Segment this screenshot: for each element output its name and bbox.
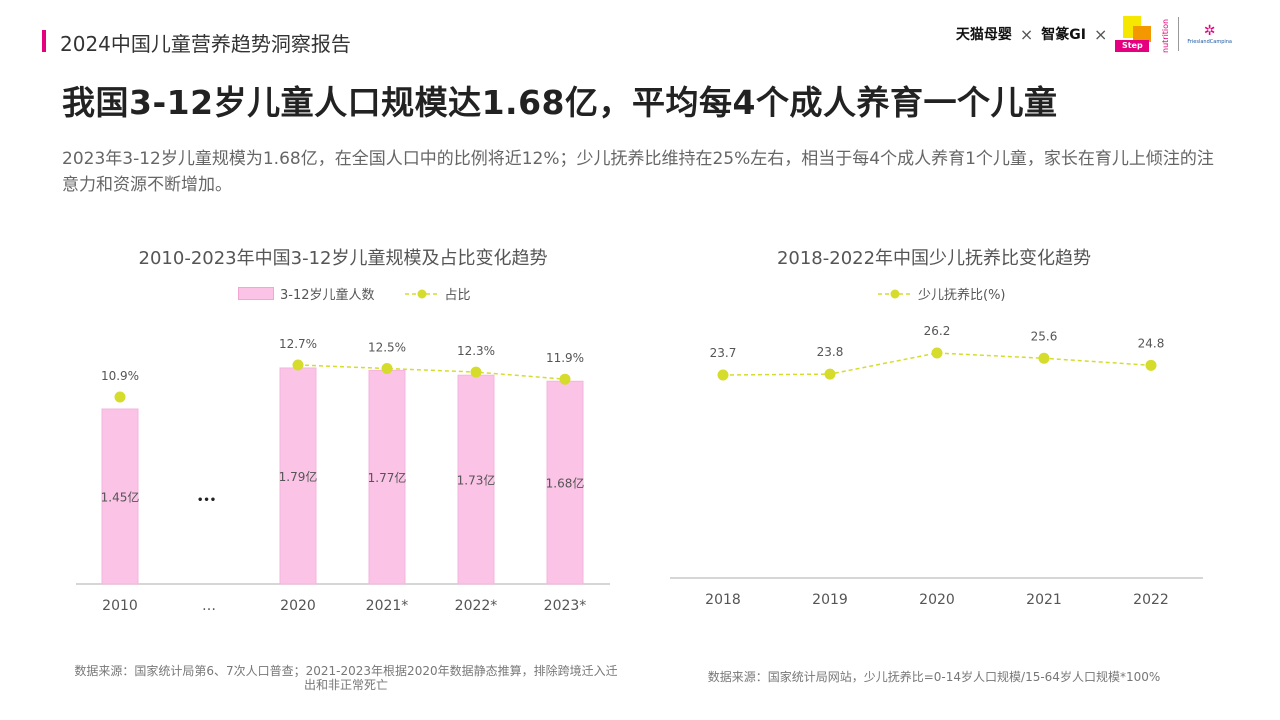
bar [546,380,584,585]
logo-separator: × [1093,24,1108,44]
right-chart: 2018 2019 2020 2021 2022 23.7 23.8 26.2 25.6 24.8 [670,324,1203,608]
bar-value-label: 1.79亿 [279,469,318,484]
legend-line-swatch [878,289,912,298]
ratio-point [114,391,126,403]
left-chart-source: 数据来源：国家统计局第6、7次人口普查；2021-2023年根据2020年数据静… [74,664,618,692]
stepup-logo: Step Up [1115,16,1153,62]
right-chart-source: 数据来源：国家统计局网站，少儿抚养比=0-14岁人口规模/15-64岁人口规模*… [707,670,1161,684]
header-accent-bar [42,30,46,52]
x-tick-label: 2022* [455,598,498,614]
dependency-ratio-point [717,369,729,381]
ratio-point [470,366,482,378]
legend-bar-label: 3-12岁儿童人数 [280,288,375,303]
bar-value-label: 1.68亿 [546,476,585,491]
x-tick-label: 2018 [705,592,741,608]
legend-line-swatch [404,289,439,298]
gi-logo: 智篆GI [1041,27,1086,43]
left-chart-title: 2010-2023年中国3-12岁儿童规模及占比变化趋势 [138,248,548,269]
frieslandcampina-logo: ✲ FrieslandCampina [1187,22,1232,45]
dependency-ratio-point [824,368,836,380]
dependency-ratio-point [931,347,943,359]
bar-value-label: 1.45亿 [101,490,140,505]
x-tick-label: … [202,598,216,614]
legend-bar-swatch [238,287,274,300]
legend-line-label: 占比 [444,288,471,303]
bar-value-label: 1.77亿 [368,470,407,485]
x-tick-label: 2019 [812,592,848,608]
right-chart-title: 2018-2022年中国少儿抚养比变化趋势 [776,248,1092,269]
x-tick-label: 2010 [102,598,138,614]
x-tick-label: 2020 [280,598,316,614]
x-tick-label: 2021* [366,598,409,614]
ratio-point [381,363,393,375]
ratio-value-label: 11.9% [546,351,584,365]
ratio-value-label: 12.5% [368,341,406,355]
bar [279,367,317,585]
dependency-ratio-label: 23.7 [710,346,737,360]
dependency-ratio-label: 23.8 [817,345,844,359]
ratio-value-label: 12.3% [457,344,495,358]
ratio-point [559,373,571,385]
ratio-value-label: 12.7% [279,337,317,351]
tmall-baby-logo: 天猫母婴 [955,27,1012,43]
ratio-value-label: 10.9% [101,369,139,383]
bar [101,408,139,585]
left-chart-legend: 3-12岁儿童人数 占比 [238,284,471,303]
dependency-ratio-line [722,352,1152,376]
x-tick-label: 2021 [1026,592,1062,608]
x-tick-label: 2020 [919,592,955,608]
ratio-point [292,359,304,371]
bar [368,369,406,585]
nutrition-logo-text: nutrition [1161,18,1171,53]
page-title: 我国3-12岁儿童人口规模达1.68亿，平均每4个成人养育一个儿童 [62,83,1058,122]
logo-separator: × [1019,24,1034,44]
dependency-ratio-label: 25.6 [1031,329,1058,343]
dependency-ratio-label: 24.8 [1138,336,1165,350]
report-title: 2024中国儿童营养趋势洞察报告 [60,32,351,56]
right-chart-legend: 少儿抚养比(%) [878,284,1006,303]
dependency-ratio-point [1038,352,1050,364]
flower-icon: ✲ [1203,22,1216,39]
x-tick-label: 2022 [1133,592,1169,608]
bar [457,374,495,585]
partner-logos: 天猫母婴 × 智篆GI × Step Up nutrition ✲ Friesl… [955,14,1232,62]
ratio-line [297,364,566,380]
dependency-ratio-label: 26.2 [924,324,951,338]
bar-value-label: 1.73亿 [457,473,496,488]
summary-text: 2023年3-12岁儿童规模为1.68亿，在全国人口中的比例将近12%；少儿抚养… [62,149,1214,195]
logo-divider [1178,17,1180,51]
x-tick-label: 2023* [544,598,587,614]
left-chart: 2010 1.45亿 … ••• 2020 1.79亿 2021* 1.77亿 2022* 1.7… [76,337,610,614]
legend-line-label: 少儿抚养比(%) [918,288,1006,303]
gap-marker: ••• [197,495,216,506]
dependency-ratio-point [1145,359,1157,371]
